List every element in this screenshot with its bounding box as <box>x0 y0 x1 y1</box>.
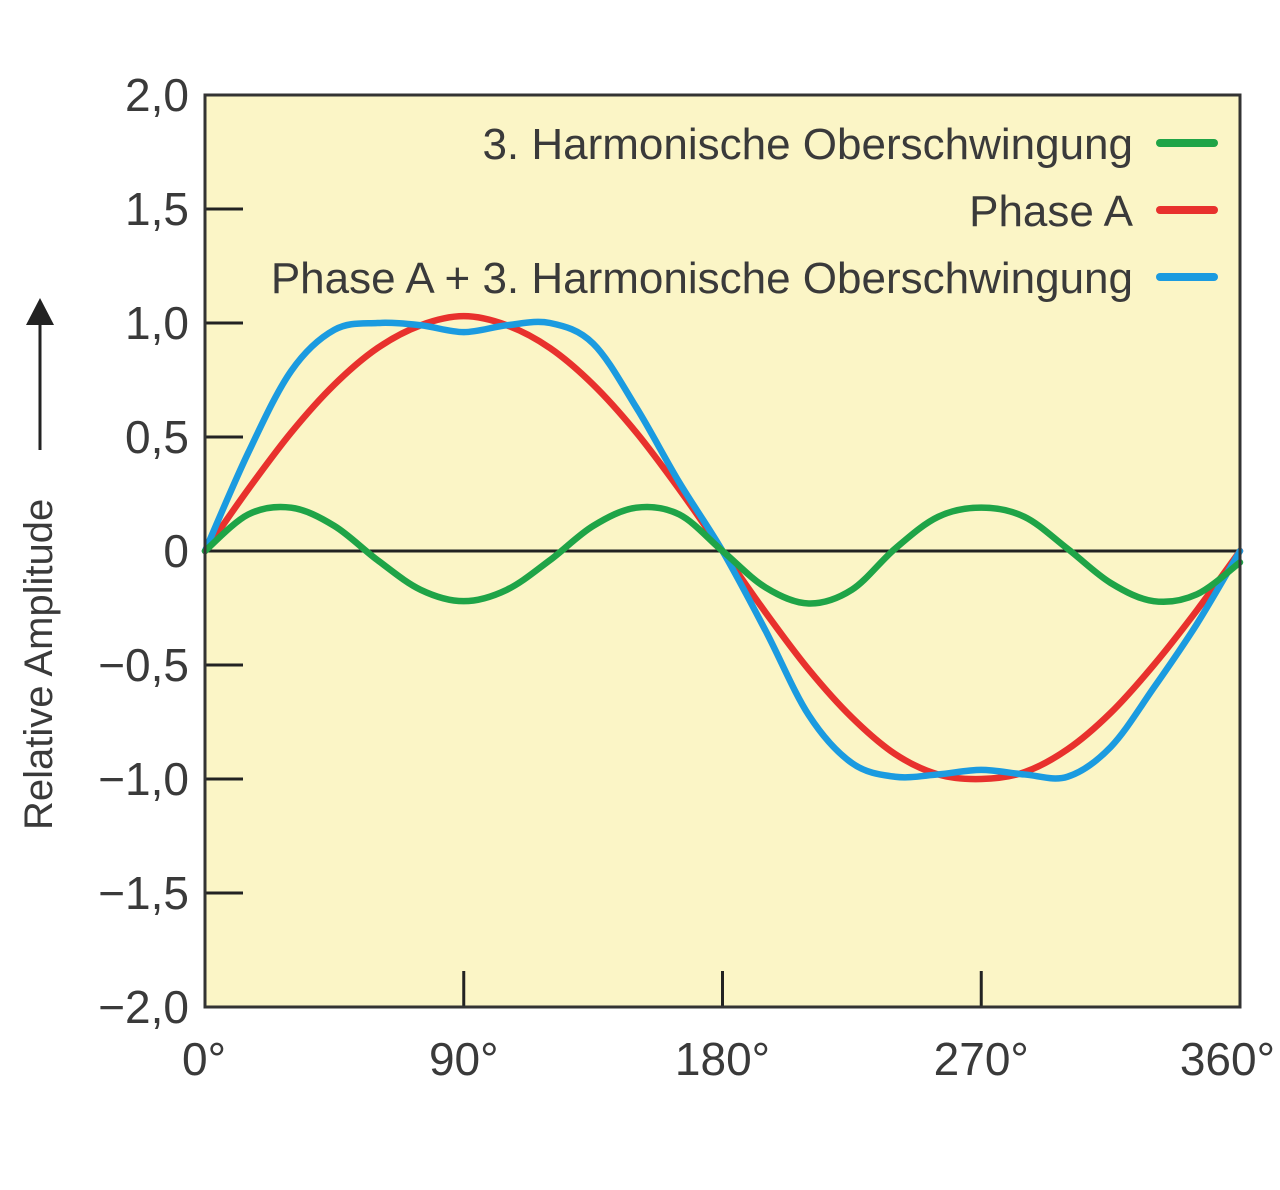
legend-label: 3. Harmonische Oberschwingung <box>482 120 1133 169</box>
y-tick-label: −2,0 <box>98 981 189 1033</box>
x-tick-label: 90° <box>429 1033 499 1085</box>
y-tick-label: 0,5 <box>125 411 189 463</box>
y-tick-label: −0,5 <box>98 639 189 691</box>
y-tick-label: 1,5 <box>125 183 189 235</box>
y-axis: 2,0 1,5 1,0 0,5 0 −0,5 −1,0 −1,5 −2,0 <box>98 69 243 1033</box>
x-tick-label: 180° <box>675 1033 770 1085</box>
y-tick-label: −1,0 <box>98 753 189 805</box>
series-lines <box>201 312 1244 783</box>
y-tick-label: −1,5 <box>98 867 189 919</box>
y-tick-label: 1,0 <box>125 297 189 349</box>
plot-frame <box>203 93 1242 1009</box>
legend: 3. Harmonische Oberschwingung Phase A Phas… <box>271 120 1218 303</box>
y-tick-label: 0 <box>163 525 189 577</box>
y-axis-label: Relative Amplitude <box>17 499 61 830</box>
x-tick-label: 0° <box>182 1033 226 1085</box>
y-axis-arrow-head <box>26 298 54 325</box>
series-line-0 <box>201 503 1244 607</box>
legend-label: Phase A <box>969 187 1134 236</box>
x-tick-label: 360° <box>1180 1033 1275 1085</box>
x-axis: 0° 90° 180° 270° 360° <box>182 971 1275 1085</box>
x-tick-label: 270° <box>934 1033 1029 1085</box>
y-tick-label: 2,0 <box>125 69 189 121</box>
legend-label: Phase A + 3. Harmonische Oberschwingung <box>271 254 1133 303</box>
y-axis-label-group: Relative Amplitude <box>17 298 61 830</box>
